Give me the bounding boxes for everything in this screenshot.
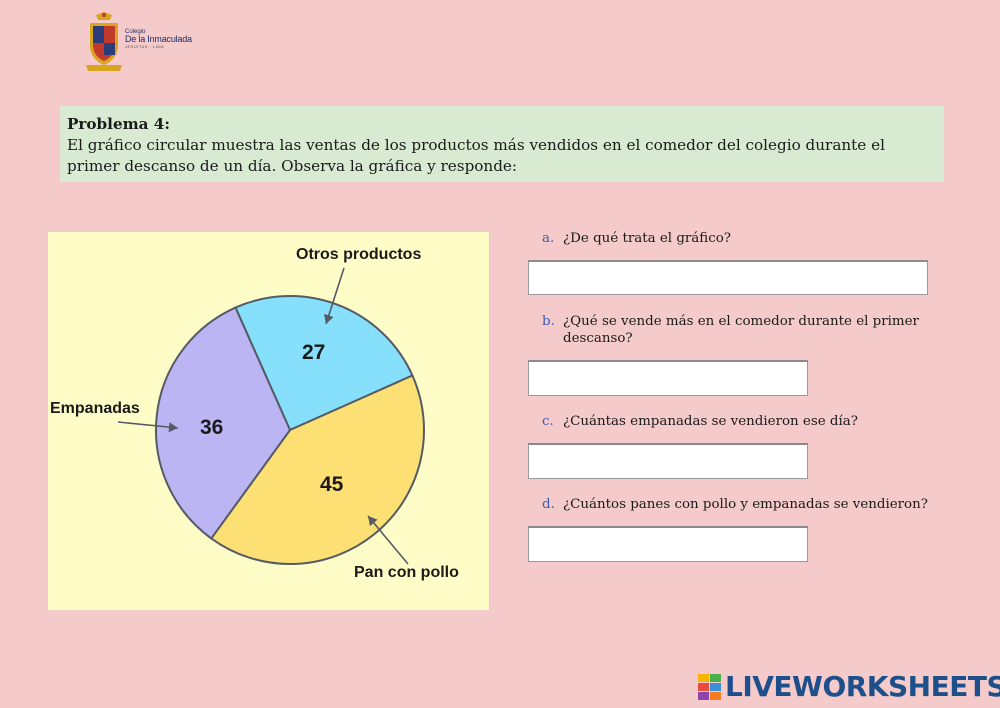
school-name-line3: JESUITAS · LIMA <box>125 43 165 49</box>
question-d-text: ¿Cuántos panes con pollo y empanadas se … <box>563 497 928 512</box>
question-d: d. ¿Cuántos panes con pollo y empanadas s… <box>542 496 928 513</box>
problem-title: Problema 4: <box>67 115 170 133</box>
pie-slice-pan-con-pollo <box>209 374 425 565</box>
answer-a-input[interactable] <box>528 260 928 295</box>
slice-label-otros-productos: Otros productos <box>296 246 422 263</box>
school-logo: Colegio De la Inmaculada JESUITAS · LIMA <box>84 11 204 73</box>
arrow-otros-productos-head <box>324 313 334 324</box>
pie-chart: Otros productos Pan con pollo Empanadas … <box>48 232 489 610</box>
school-name-line2: De la Inmaculada <box>125 34 192 45</box>
question-c: c. ¿Cuántas empanadas se vendieron ese dí… <box>542 413 858 430</box>
pie-slice-otros-productos <box>234 295 414 432</box>
answer-d-input[interactable] <box>528 526 808 562</box>
question-b-text-cont: descanso? <box>563 331 633 346</box>
question-b-text: ¿Qué se vende más en el comedor durante … <box>563 314 919 329</box>
slice-value-otros-productos: 27 <box>302 341 326 364</box>
question-a-text: ¿De qué trata el gráfico? <box>563 231 731 246</box>
problem-text: El gráfico circular muestra las ventas d… <box>67 136 885 175</box>
arrow-pan-con-pollo-head <box>368 516 378 527</box>
question-c-text: ¿Cuántas empanadas se vendieron ese día? <box>563 414 858 429</box>
slice-label-pan-con-pollo: Pan con pollo <box>354 564 459 581</box>
question-c-letter: c. <box>542 414 554 429</box>
school-crest-icon <box>86 12 122 71</box>
arrow-empanadas-head <box>168 422 178 433</box>
school-name-line1: Colegio <box>125 29 146 35</box>
slice-value-pan-con-pollo: 45 <box>320 473 344 496</box>
question-d-letter: d. <box>542 497 555 512</box>
pie-slice-empanadas <box>155 306 292 540</box>
question-b-letter: b. <box>542 314 555 329</box>
answer-c-input[interactable] <box>528 443 808 479</box>
liveworksheets-logo-icon <box>698 674 721 700</box>
arrow-otros-productos <box>325 267 345 325</box>
question-a-letter: a. <box>542 231 555 246</box>
arrow-empanadas <box>117 421 179 429</box>
school-name: Colegio De la Inmaculada JESUITAS · LIMA <box>125 29 192 49</box>
pie-chart-svg <box>117 267 425 565</box>
question-a: a. ¿De qué trata el gráfico? <box>542 230 731 247</box>
liveworksheets-wordmark: LIVEWORKSHEETS <box>725 670 1000 703</box>
problem-box: Problema 4: El gráfico circular muestra … <box>60 106 944 182</box>
question-b: b. ¿Qué se vende más en el comedor durant… <box>542 313 919 347</box>
answer-b-input[interactable] <box>528 360 808 396</box>
slice-label-empanadas: Empanadas <box>50 400 140 417</box>
arrow-pan-con-pollo <box>367 515 409 565</box>
slice-value-empanadas: 36 <box>200 416 224 439</box>
